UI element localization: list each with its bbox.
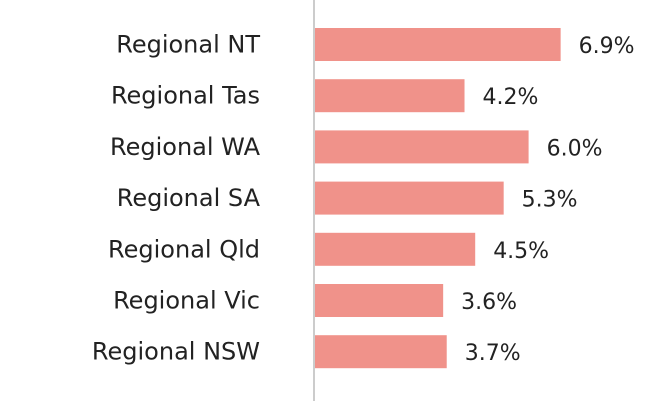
bar: [315, 335, 447, 369]
value-label: 4.2%: [483, 85, 539, 110]
value-label: 3.7%: [465, 341, 521, 366]
category-label: Regional Vic: [113, 287, 260, 315]
category-label: Regional Qld: [108, 235, 260, 263]
bar: [315, 284, 444, 317]
category-label: Regional Tas: [111, 82, 260, 110]
category-label: Regional WA: [110, 133, 261, 161]
category-label: Regional NT: [116, 31, 260, 59]
bars-group: Regional NT 6.9% Regional Tas 4.2% Regional …: [92, 28, 635, 369]
value-label: 6.9%: [579, 34, 635, 59]
bar: [315, 232, 476, 266]
bar: [315, 79, 465, 113]
category-label: Regional NSW: [92, 338, 260, 366]
bar: [315, 181, 504, 215]
value-label: 4.5%: [493, 239, 549, 264]
value-label: 5.3%: [522, 188, 578, 213]
bar: [315, 130, 529, 164]
category-label: Regional SA: [117, 184, 261, 212]
bar: [315, 28, 561, 61]
value-label: 6.0%: [547, 136, 603, 161]
value-label: 3.6%: [461, 290, 517, 315]
